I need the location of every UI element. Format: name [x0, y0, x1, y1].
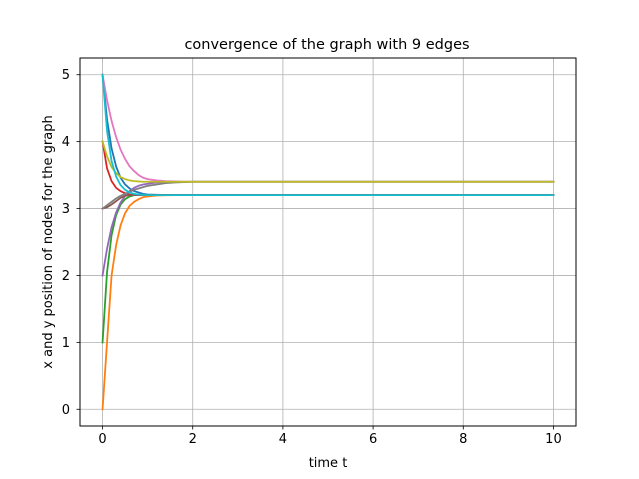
plot-area: [101, 73, 555, 411]
chart-title: convergence of the graph with 9 edges: [184, 37, 469, 53]
x-tick-label: 8: [459, 432, 467, 447]
x-axis-label: time t: [309, 456, 348, 471]
y-tick-label: 1: [62, 336, 70, 351]
y-tick-label: 4: [62, 135, 70, 150]
y-tick-label: 5: [62, 68, 70, 83]
y-tick-label: 3: [62, 202, 70, 217]
x-tick-label: 0: [98, 432, 106, 447]
x-tick-label: 6: [369, 432, 377, 447]
axes-frame: [79, 57, 577, 427]
ticks: 0 2 4 6 8 10 0 1 2 3 4 5: [62, 68, 562, 447]
y-tick-label: 0: [62, 403, 70, 418]
x-tick-label: 4: [279, 432, 287, 447]
y-tick-label: 2: [62, 269, 70, 284]
x-tick-label: 2: [189, 432, 197, 447]
y-axis-label: x and y position of nodes for the graph: [41, 115, 56, 368]
grid: [80, 58, 576, 426]
x-tick-label: 10: [545, 432, 562, 447]
series-line-9: [101, 140, 555, 183]
series-line-10: [101, 73, 555, 197]
